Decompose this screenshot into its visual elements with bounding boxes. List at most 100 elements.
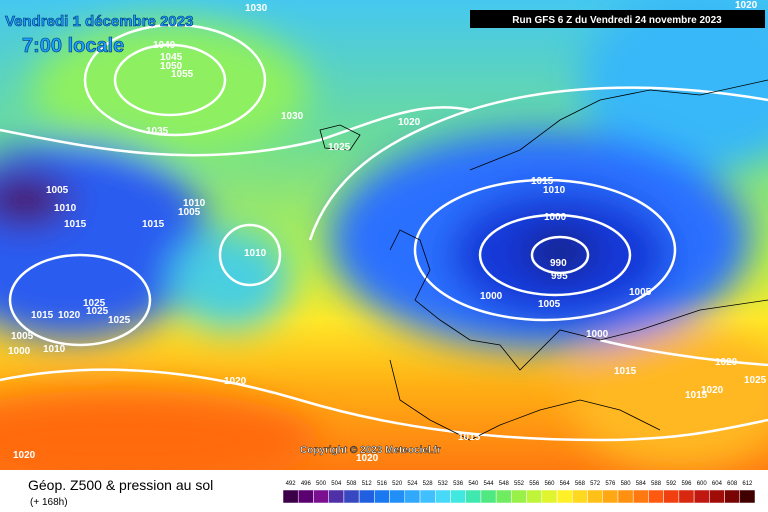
map-area: 1030 102010401045105010551035103010201025… [0,0,768,470]
isobar-label: 1055 [171,69,194,80]
field-patch [170,230,290,330]
isobar-label: 1020 [356,453,379,464]
scale-label: 508 [347,481,358,487]
scale-swatch [495,489,512,504]
isobar-label: 1020 [58,310,81,321]
isobar-label: 1010 [244,248,267,259]
scale-swatch [297,489,314,504]
isobar-labels: 1030 102010401045105010551035103010201025… [8,0,767,464]
scale-label: 552 [514,481,525,487]
scale-label: 560 [544,481,555,487]
scale-swatch [556,489,573,504]
isobar-label: 1015 [458,432,481,443]
isobar [599,338,768,367]
isobar-label: 1050 [160,61,183,72]
coastline [319,124,361,151]
scale-label: 540 [468,481,479,487]
copyright: Copyright © 2023 Meteociel.fr [300,445,441,456]
scale-label: 492 [286,481,297,487]
field-patch [30,20,310,160]
isobar-label: 1005 [538,299,561,310]
isobar-label: 1020 [735,0,758,11]
scale-swatch [465,489,482,504]
isobar-label: 995 [551,271,568,282]
scale-swatch [282,489,299,504]
scale-swatch [526,489,543,504]
isobar [8,253,152,347]
isobar-label: 1010 [183,198,206,209]
coastlines [319,79,768,441]
field-patch [580,0,768,170]
isobar [113,43,227,117]
scale-swatch [404,489,421,504]
run-info: Run GFS 6 Z du Vendredi 24 novembre 2023 [512,15,722,26]
isobar-label: 1000 [586,329,609,340]
scale-label: 520 [392,481,403,487]
coastline [389,229,768,371]
isobar-label: 1025 [86,306,109,317]
scale-swatch [632,489,649,504]
scale-label: 532 [438,481,449,487]
isobar-label: 1005 [46,185,69,196]
forecast-date: Vendredi 1 décembre 2023 [5,13,193,30]
scale-label: 600 [697,481,708,487]
scale-swatch [693,489,710,504]
scale-label: 608 [727,481,738,487]
isobar-label: 1030 [281,111,304,122]
scale-swatch [617,489,634,504]
geopotential-field [0,0,768,470]
scale-swatch [602,489,619,504]
color-scale: 492 496 500 504 508 512 516 520 524 528 532 536 540 5… [282,481,756,504]
isobar [413,178,677,322]
isobar-label: 1020 [398,117,421,128]
scale-swatch [374,489,390,504]
scale-label: 496 [301,481,312,487]
scale-swatch [739,489,756,504]
scale-swatch [358,489,375,504]
scale-label: 580 [621,481,632,487]
scale-swatch [541,489,558,504]
isobar-label: 1015 [142,219,165,230]
scale-label: 544 [484,481,495,487]
isobar-label: 1015 [685,390,708,401]
scale-swatch [648,489,664,504]
scale-swatch [587,489,603,504]
scale-label: 576 [605,481,616,487]
scale-label: 524 [407,481,418,487]
scale-label: 528 [423,481,434,487]
footer-title: Géop. Z500 & pression au sol [28,477,213,493]
isobar-label: 1035 [146,126,169,137]
scale-swatch [678,489,695,504]
scale-swatch [511,489,527,504]
isobar-label: 1005 [11,331,34,342]
coastline [469,79,768,171]
isobar-label: 1015 [614,366,637,377]
isobar-label: 1015 [31,310,54,321]
isobar-label: 1020 [715,357,738,368]
isobar-label: 1005 [629,287,652,298]
field-patch [570,330,768,470]
scale-label: 516 [377,481,388,487]
scale-label: 568 [575,481,586,487]
scale-swatch [328,489,345,504]
scale-label: 500 [316,481,327,487]
isobar [83,23,267,137]
isobar-label: 1025 [108,315,131,326]
scale-label: 572 [590,481,601,487]
scale-label: 604 [712,481,723,487]
isobar-label: 1020 [224,376,247,387]
isobar-label: 1000 [8,346,31,357]
isobar-label: 1000 [544,212,567,223]
isobar [308,86,768,241]
scale-label: 596 [681,481,692,487]
scale-swatch [435,489,451,504]
isobar [530,235,590,275]
scale-swatch [480,489,497,504]
isobar [0,106,471,157]
scale-swatch [419,489,436,504]
scale-label: 548 [499,481,510,487]
isobar-label: 1005 [178,207,201,218]
scale-swatch [663,489,680,504]
